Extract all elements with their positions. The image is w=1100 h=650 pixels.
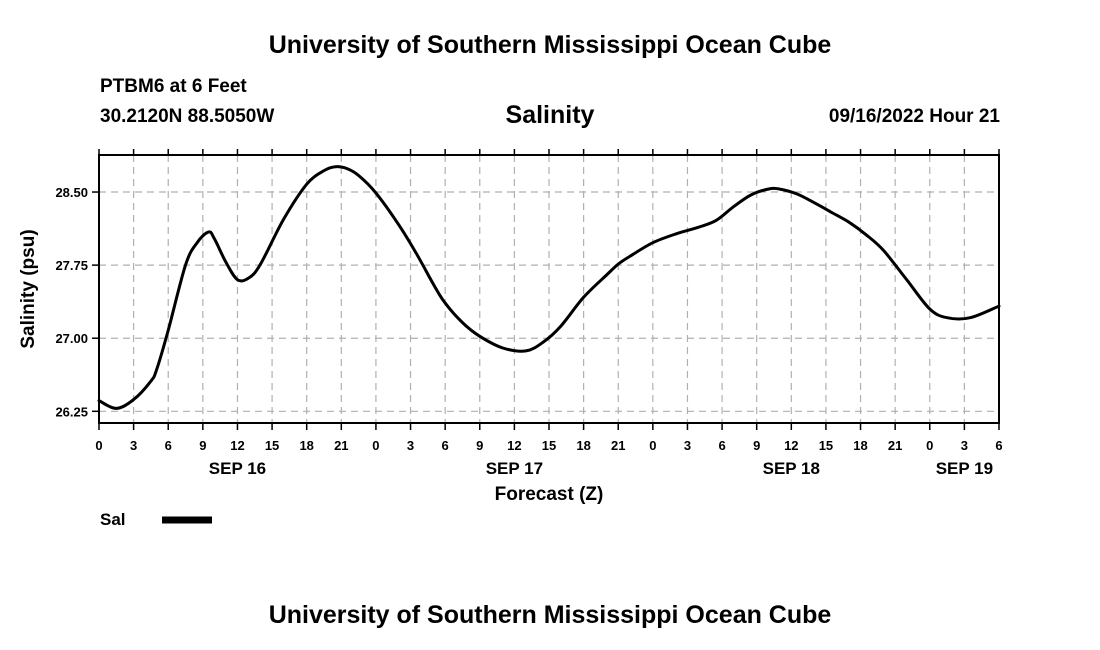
x-tick-label: 9: [199, 438, 206, 453]
axis-tick-labels: 0 3 6 9 12 15 18 21 0 3 6 9 12 15 18 21 0 3 6 9 12 15 18 21 0 3 6 2…: [55, 185, 1002, 478]
y-axis-title: Salinity (psu): [18, 229, 39, 348]
x-tick-label: 12: [507, 438, 521, 453]
x-tick-label: 3: [684, 438, 691, 453]
x-tick-label: 6: [442, 438, 449, 453]
date-label: SEP 17: [486, 459, 543, 478]
x-tick-label: 0: [95, 438, 102, 453]
x-tick-label: 0: [649, 438, 656, 453]
date-label: SEP 19: [936, 459, 993, 478]
x-tick-label: 21: [888, 438, 902, 453]
x-axis-title: Forecast (Z): [495, 484, 604, 505]
footer-title: University of Southern Mississippi Ocean…: [268, 601, 832, 629]
x-tick-label: 18: [299, 438, 313, 453]
x-tick-label: 9: [476, 438, 483, 453]
legend-label: Sal: [100, 510, 126, 529]
x-tick-label: 9: [753, 438, 760, 453]
x-tick-label: 0: [372, 438, 379, 453]
date-label: SEP 16: [209, 459, 266, 478]
chart-title: Salinity: [505, 101, 595, 129]
x-tick-label: 6: [718, 438, 725, 453]
x-tick-label: 6: [165, 438, 172, 453]
timestamp-label: 09/16/2022 Hour 21: [828, 106, 1000, 127]
x-tick-label: 18: [853, 438, 867, 453]
axis-ticks: [92, 149, 1000, 430]
x-tick-label: 15: [819, 438, 833, 453]
y-tick-label: 26.25: [55, 404, 88, 419]
page-title: University of Southern Mississippi Ocean…: [268, 31, 832, 59]
x-tick-label: 21: [611, 438, 625, 453]
grid-lines: [99, 155, 999, 423]
date-label: SEP 18: [763, 459, 820, 478]
x-tick-label: 15: [265, 438, 279, 453]
coordinates-label: 30.2120N 88.5050W: [100, 106, 275, 127]
x-tick-label: 15: [542, 438, 556, 453]
station-label: PTBM6 at 6 Feet: [100, 76, 247, 97]
x-tick-label: 0: [926, 438, 933, 453]
x-tick-label: 21: [334, 438, 348, 453]
salinity-series-line: [97, 165, 1001, 410]
y-tick-label: 28.50: [55, 185, 88, 200]
x-tick-label: 3: [961, 438, 968, 453]
x-tick-label: 6: [995, 438, 1002, 453]
x-tick-label: 12: [784, 438, 798, 453]
x-tick-label: 3: [407, 438, 414, 453]
x-tick-label: 12: [230, 438, 244, 453]
y-tick-label: 27.00: [55, 331, 88, 346]
y-tick-label: 27.75: [55, 258, 88, 273]
x-tick-label: 18: [576, 438, 590, 453]
x-tick-label: 3: [130, 438, 137, 453]
